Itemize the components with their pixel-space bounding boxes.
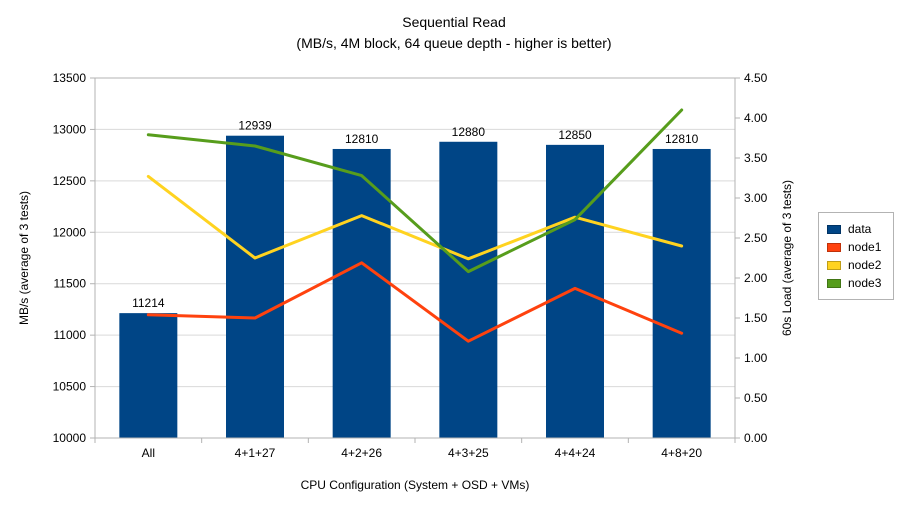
- y-right-tick-label: 0.50: [744, 391, 768, 405]
- legend-item-node2: node2: [827, 256, 881, 274]
- bar-value-label: 11214: [132, 296, 165, 310]
- chart-title: Sequential Read: [402, 14, 506, 30]
- legend-chip-node2: [827, 260, 841, 270]
- y-left-axis-title: MB/s (average of 3 tests): [17, 191, 31, 325]
- x-category-label: 4+4+24: [555, 446, 596, 460]
- legend-chip-node1: [827, 242, 841, 252]
- line-node1: [146, 261, 684, 343]
- y-right-tick-label: 1.50: [744, 311, 768, 325]
- legend-label: node1: [848, 240, 882, 254]
- bar-value-label: 12850: [558, 128, 592, 142]
- bar-4+2+26: [332, 148, 391, 438]
- x-category-label: 4+1+27: [235, 446, 276, 460]
- y-left-tick-label: 12500: [53, 174, 87, 188]
- y-left-tick-label: 10500: [53, 380, 87, 394]
- x-category-label: 4+8+20: [661, 446, 702, 460]
- legend-item-data: data: [827, 220, 881, 238]
- y-right-tick-label: 0.00: [744, 431, 768, 445]
- bar-value-label: 12810: [345, 132, 379, 146]
- title-block: Sequential Read (MB/s, 4M block, 64 queu…: [0, 12, 908, 54]
- line-node2: [146, 174, 684, 261]
- x-category-label: 4+3+25: [448, 446, 489, 460]
- y-right-tick-label: 2.50: [744, 231, 768, 245]
- legend-label: data: [848, 222, 872, 236]
- bar-4+3+25: [439, 141, 498, 438]
- y-right-tick-label: 3.00: [744, 191, 768, 205]
- legend-label: node2: [848, 258, 882, 272]
- y-left-tick-label: 11500: [54, 277, 87, 291]
- y-left-tick-label: 11000: [54, 328, 87, 342]
- legend-chip-data: [827, 224, 841, 234]
- legend-item-node3: node3: [827, 274, 881, 292]
- x-axis-title: CPU Configuration (System + OSD + VMs): [301, 478, 530, 492]
- legend-chip-node3: [827, 278, 841, 288]
- y-left-tick-label: 12000: [53, 225, 87, 239]
- bar-All: [119, 313, 178, 438]
- x-category-label: 4+2+26: [341, 446, 382, 460]
- x-category-label: All: [142, 446, 155, 460]
- line-node3: [146, 108, 684, 274]
- y-left-tick-label: 13000: [53, 122, 87, 136]
- bar-value-label: 12810: [665, 132, 699, 146]
- bar-4+8+20: [652, 148, 711, 438]
- plot-border: [94, 77, 736, 439]
- legend: data node1 node2 node3: [818, 212, 895, 300]
- y-right-tick-label: 4.00: [744, 111, 768, 125]
- legend-item-node1: node1: [827, 238, 881, 256]
- y-right-tick-label: 1.00: [744, 351, 768, 365]
- y-left-tick-label: 10000: [53, 431, 87, 445]
- y-right-axis-title: 60s Load (average of 3 tests): [780, 180, 794, 336]
- chart-subtitle: (MB/s, 4M block, 64 queue depth - higher…: [296, 35, 612, 51]
- y-right-tick-label: 4.50: [744, 71, 768, 85]
- y-right-tick-label: 2.00: [744, 271, 768, 285]
- y-right-tick-label: 3.50: [744, 151, 768, 165]
- bar-value-label: 12939: [238, 119, 272, 133]
- bar-4+4+24: [546, 144, 604, 438]
- bar-4+1+27: [226, 135, 284, 438]
- legend-label: node3: [848, 276, 882, 290]
- bar-value-label: 12880: [452, 125, 486, 139]
- y-left-tick-label: 13500: [53, 71, 87, 85]
